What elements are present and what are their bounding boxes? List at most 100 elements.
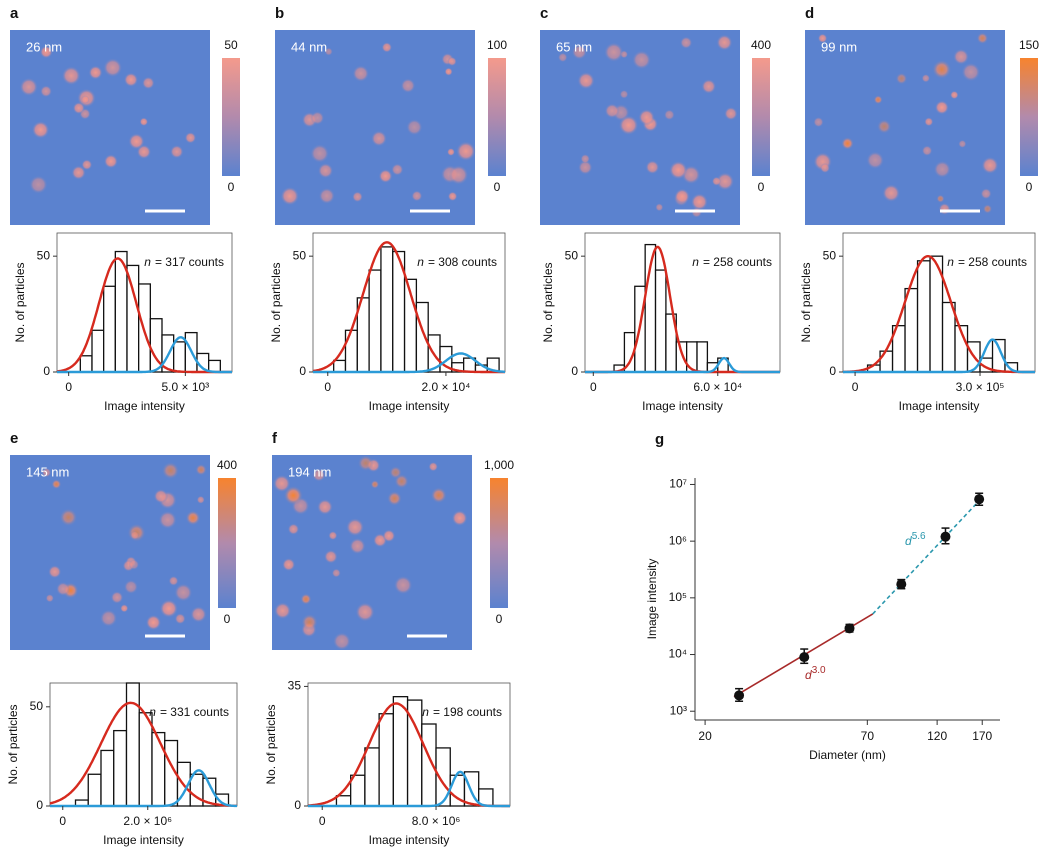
y-tick-label: 50	[30, 699, 44, 713]
histogram-bar	[173, 341, 186, 373]
particle-spot	[161, 461, 180, 480]
particle-spot	[715, 172, 735, 191]
particle-spot	[378, 169, 393, 184]
histogram-bar	[138, 712, 153, 807]
particle-spot	[128, 133, 145, 150]
histogram-bar	[916, 260, 931, 373]
gaussian-fit	[308, 770, 510, 808]
particle-spot	[29, 175, 48, 194]
y-tick-label: 10⁷	[669, 477, 687, 491]
particle-spot	[128, 559, 140, 570]
histogram-bar	[696, 341, 709, 373]
particle-spot	[120, 604, 129, 613]
particle-spot	[400, 78, 416, 94]
particle-spot	[59, 508, 78, 527]
particle-spot	[371, 130, 387, 147]
particle-spot	[394, 473, 409, 489]
image-background	[805, 30, 1005, 225]
x-tick-label: 70	[861, 729, 875, 743]
particle-spot	[324, 47, 333, 56]
histogram-bar	[126, 264, 140, 373]
x-tick-label: 0	[324, 380, 331, 394]
histogram-bar	[675, 341, 688, 373]
particle-spot	[701, 79, 717, 94]
data-point	[734, 690, 745, 701]
particle-spot	[287, 523, 300, 535]
particle-spot	[274, 602, 292, 620]
fit-label: d5.6	[905, 531, 926, 549]
particle-spot	[456, 141, 476, 162]
particle-spot	[280, 186, 300, 206]
particle-spot	[724, 106, 738, 121]
y-axis-label: Image intensity	[645, 559, 659, 640]
particle-spot	[604, 103, 620, 119]
particle-spot	[139, 117, 149, 127]
particle-spot	[936, 194, 945, 203]
particle-spot	[141, 76, 155, 90]
gaussian-fit	[585, 356, 780, 374]
particle-spot	[444, 67, 453, 76]
particle-spot	[393, 575, 413, 595]
particle-spot	[81, 159, 93, 171]
particle-spot	[48, 565, 62, 579]
y-tick-label: 0	[36, 798, 43, 812]
panel-letter: f	[272, 430, 278, 447]
particle-spot	[51, 479, 62, 490]
colorbar	[222, 58, 240, 176]
y-tick-label: 35	[288, 679, 302, 693]
histogram-bar	[202, 777, 217, 807]
y-axis-label: No. of particles	[6, 704, 20, 784]
particle-spot	[391, 163, 404, 176]
particle-spot	[711, 176, 722, 186]
x-tick-label: 2.0 × 10⁶	[123, 814, 172, 828]
y-axis-label: No. of particles	[541, 262, 555, 342]
histogram-bar	[380, 246, 394, 373]
count-text: = 317 counts	[155, 255, 224, 269]
colorbar-tick-label: 0	[494, 180, 501, 194]
particle-spot	[820, 163, 831, 174]
x-axis-label: Image intensity	[369, 833, 450, 847]
x-tick-label: 6.0 × 10⁴	[693, 380, 742, 394]
power-law-fit	[872, 496, 983, 615]
x-axis-label: Image intensity	[899, 399, 980, 413]
particle-spot	[980, 188, 992, 200]
particle-spot	[273, 474, 291, 493]
count-annotation: n = 331 counts	[149, 705, 229, 719]
particle-spot	[312, 468, 326, 482]
x-axis-label: Diameter (nm)	[809, 748, 886, 762]
particle-spot	[921, 145, 933, 157]
particle-spot	[61, 66, 81, 86]
micrograph	[272, 455, 472, 651]
particle-spot	[40, 85, 53, 98]
colorbar	[218, 478, 236, 608]
y-tick-label: 50	[823, 248, 837, 262]
histogram-bar	[125, 682, 140, 807]
colorbar	[1020, 58, 1038, 176]
particle-spot	[196, 495, 205, 504]
data-point	[799, 652, 810, 663]
particle-spot	[679, 36, 693, 49]
particle-spot	[45, 594, 54, 603]
micrograph	[10, 455, 210, 650]
gaussian-fit	[49, 701, 237, 807]
y-tick-label: 0	[294, 798, 301, 812]
particle-spot	[195, 463, 207, 476]
particle-spot	[370, 480, 380, 489]
colorbar-tick-label: 0	[496, 612, 503, 626]
panel-letter: a	[10, 5, 19, 22]
particle-spot	[603, 42, 624, 63]
particle-spot	[950, 90, 959, 100]
count-annotation: n = 198 counts	[422, 705, 502, 719]
data-point	[844, 623, 855, 634]
colorbar-tick-label: 0	[758, 180, 765, 194]
y-tick-label: 50	[37, 248, 51, 262]
data-point	[974, 494, 985, 505]
panel-letter: d	[805, 5, 814, 22]
particle-spot	[938, 202, 951, 215]
particle-spot	[411, 190, 423, 202]
particle-spot	[328, 531, 338, 541]
particle-spot	[170, 144, 184, 159]
x-tick-label: 0	[852, 380, 859, 394]
particle-spot	[406, 118, 423, 136]
